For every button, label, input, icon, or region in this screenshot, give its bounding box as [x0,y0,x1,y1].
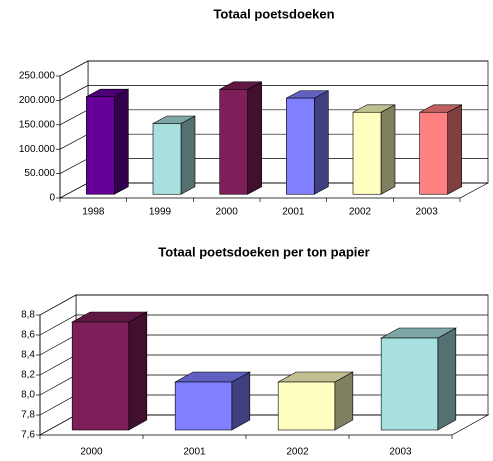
bar [419,111,448,195]
x-tick-label: 2002 [286,447,309,458]
x-tick-label: 2002 [349,207,372,218]
y-tick-label: 0 [49,193,55,204]
y-tick-label: 8,4 [21,350,35,361]
y-tick-label: 100.000 [19,144,56,155]
side-wall [59,60,89,199]
bar-side [314,90,329,195]
bar-side [447,104,462,195]
x-tick-label: 2000 [80,447,103,458]
bar [71,321,130,431]
bar-side [180,115,196,195]
x-tick-label: 2003 [416,207,439,218]
x-tick-label: 2003 [389,447,412,458]
y-tick-label: 7,8 [21,410,35,421]
y-tick-label: 150.000 [19,119,56,130]
chart-title: Totaal poetsdoeken [213,6,334,21]
chart-title: Totaal poetsdoeken per ton papier [158,244,369,259]
grid-line [59,60,488,77]
bar [286,97,315,195]
x-tick-label: 1998 [82,207,105,218]
y-tick-label: 8,2 [21,370,35,381]
x-tick-label: 1999 [149,207,172,218]
bar [219,89,248,195]
bar [380,337,439,431]
x-tick-label: 2000 [216,207,239,218]
x-tick-label: 2001 [183,447,206,458]
grid-line [39,294,488,316]
bar [86,96,115,195]
y-tick-label: 50.000 [24,168,55,179]
y-tick-label: 8,0 [21,390,35,401]
bar-side [114,88,129,195]
y-tick-label: 7,6 [21,430,35,441]
bar-side [128,311,148,431]
bar-side [437,327,457,431]
bar-side [247,81,262,195]
bar [352,111,382,195]
grid-line [39,314,488,336]
y-tick-label: 8,8 [21,310,35,321]
y-tick-label: 200.000 [19,95,56,106]
bar [174,381,233,431]
bar [152,123,182,195]
bar-side [380,104,396,195]
y-tick-label: 8,6 [21,330,35,341]
bar [277,381,336,431]
x-tick-label: 2001 [282,207,305,218]
grid-line [59,85,488,101]
y-tick-label: 250.000 [19,71,56,82]
